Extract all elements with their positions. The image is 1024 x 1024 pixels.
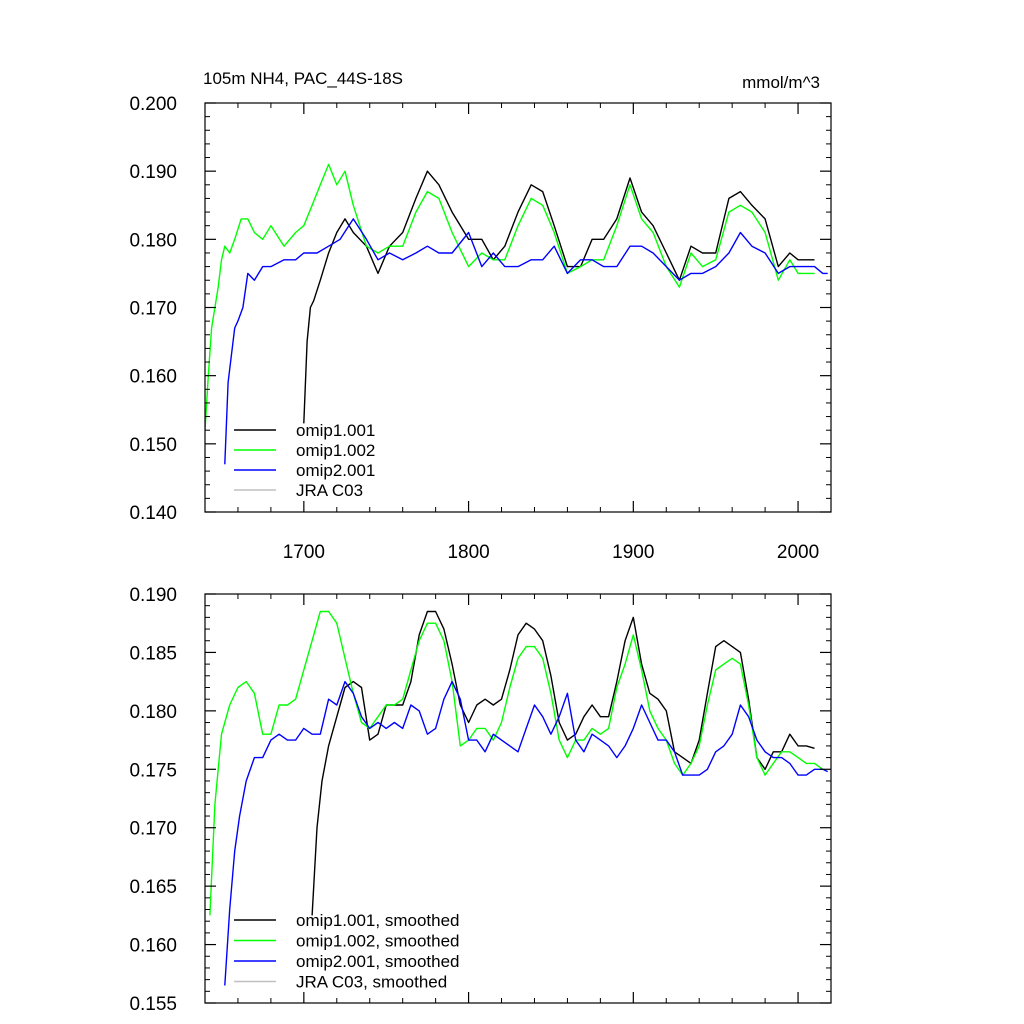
y-tick-label: 0.190 <box>129 585 177 606</box>
series-group <box>209 610 828 986</box>
y-tick-label: 0.190 <box>129 162 177 183</box>
legend-label: omip2.001, smoothed <box>296 952 460 971</box>
y-tick-label: 0.160 <box>129 367 177 388</box>
series-line-omip1-001 <box>303 170 815 424</box>
legend-label: JRA C03, smoothed <box>296 973 447 992</box>
y-tick-label: 0.150 <box>129 435 177 456</box>
top-panel: 105m NH4, PAC_44S-18S mmol/m^3 0.140 0.150 0… <box>129 69 832 563</box>
y-tick-label: 0.155 <box>129 994 177 1015</box>
series-line-omip2-001 <box>224 218 828 465</box>
x-tick-label: 2000 <box>777 542 819 563</box>
units-label: mmol/m^3 <box>742 73 820 92</box>
chart-title: 105m NH4, PAC_44S-18S <box>203 69 403 88</box>
legend-label: omip2.001 <box>296 461 375 480</box>
plot-frame <box>204 593 832 1004</box>
legend-label: omip1.002 <box>296 441 375 460</box>
y-tick-label: 0.170 <box>129 299 177 320</box>
y-tick-label: 0.140 <box>129 503 177 524</box>
y-tick-label: 0.185 <box>129 643 177 664</box>
series-line-omip2-001-smoothed <box>224 680 828 986</box>
y-tick-label: 0.180 <box>129 702 177 723</box>
y-tick-label: 0.160 <box>129 936 177 957</box>
legend-label: omip1.002, smoothed <box>296 932 460 951</box>
series-line-omip1-002-smoothed <box>209 610 824 916</box>
y-tick-label: 0.180 <box>129 230 177 251</box>
y-tick-label: 0.200 <box>129 94 177 115</box>
y-tick-label: 0.175 <box>129 760 177 781</box>
x-tick-label: 1900 <box>612 542 654 563</box>
series-line-omip1-001-smoothed <box>311 610 815 916</box>
x-tick-label: 1700 <box>283 542 325 563</box>
legend-label: omip1.001 <box>296 421 375 440</box>
y-tick-label: 0.165 <box>129 877 177 898</box>
legend-label: omip1.001, smoothed <box>296 911 460 930</box>
y-tick-label: 0.170 <box>129 819 177 840</box>
series-group <box>205 163 828 465</box>
x-tick-label: 1800 <box>447 542 489 563</box>
bottom-panel: 0.155 0.160 0.165 0.170 0.175 0.180 0.185 0.190… <box>129 585 832 1015</box>
legend-label: JRA C03 <box>296 481 363 500</box>
series-line-omip1-002 <box>205 163 815 431</box>
